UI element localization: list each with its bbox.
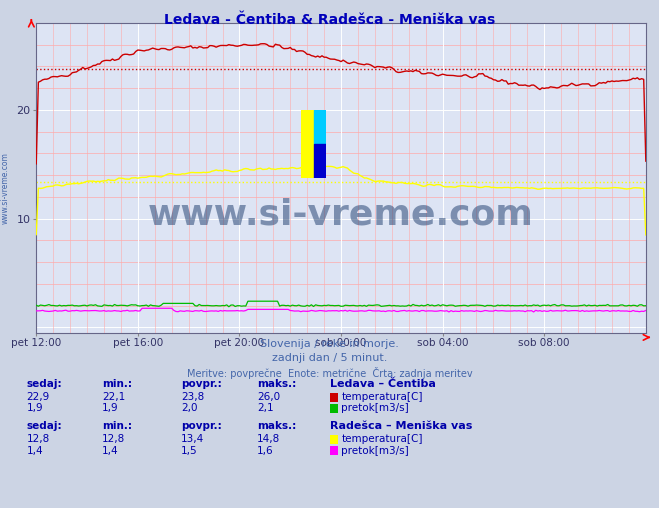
Text: zadnji dan / 5 minut.: zadnji dan / 5 minut. xyxy=(272,353,387,363)
Text: 12,8: 12,8 xyxy=(26,434,49,444)
Text: 1,4: 1,4 xyxy=(26,446,43,456)
Text: temperatura[C]: temperatura[C] xyxy=(341,434,423,444)
Text: 2,1: 2,1 xyxy=(257,403,273,414)
Text: povpr.:: povpr.: xyxy=(181,379,222,389)
Text: 14,8: 14,8 xyxy=(257,434,280,444)
Text: 1,9: 1,9 xyxy=(102,403,119,414)
Text: 1,9: 1,9 xyxy=(26,403,43,414)
Text: 26,0: 26,0 xyxy=(257,392,280,402)
Text: sedaj:: sedaj: xyxy=(26,421,62,431)
Text: 22,1: 22,1 xyxy=(102,392,125,402)
Text: temperatura[C]: temperatura[C] xyxy=(341,392,423,402)
Text: 23,8: 23,8 xyxy=(181,392,204,402)
Text: 13,4: 13,4 xyxy=(181,434,204,444)
Text: 1,6: 1,6 xyxy=(257,446,273,456)
Text: 1,4: 1,4 xyxy=(102,446,119,456)
Text: sedaj:: sedaj: xyxy=(26,379,62,389)
Bar xyxy=(301,110,314,178)
Text: Ledava - Čentiba & Radešca - Meniška vas: Ledava - Čentiba & Radešca - Meniška vas xyxy=(164,13,495,27)
Text: Meritve: povprečne  Enote: metrične  Črta: zadnja meritev: Meritve: povprečne Enote: metrične Črta:… xyxy=(186,367,473,379)
Text: min.:: min.: xyxy=(102,379,132,389)
Text: www.si-vreme.com: www.si-vreme.com xyxy=(148,198,534,232)
Text: pretok[m3/s]: pretok[m3/s] xyxy=(341,403,409,414)
Text: Ledava – Čentiba: Ledava – Čentiba xyxy=(330,379,436,389)
Text: 2,0: 2,0 xyxy=(181,403,198,414)
Text: pretok[m3/s]: pretok[m3/s] xyxy=(341,446,409,456)
Text: 12,8: 12,8 xyxy=(102,434,125,444)
Text: min.:: min.: xyxy=(102,421,132,431)
Text: maks.:: maks.: xyxy=(257,421,297,431)
Text: 22,9: 22,9 xyxy=(26,392,49,402)
Text: maks.:: maks.: xyxy=(257,379,297,389)
Text: www.si-vreme.com: www.si-vreme.com xyxy=(1,152,10,224)
Text: Radešca – Meniška vas: Radešca – Meniška vas xyxy=(330,421,472,431)
Text: povpr.:: povpr.: xyxy=(181,421,222,431)
Text: 1,5: 1,5 xyxy=(181,446,198,456)
Text: Slovenija / reke in morje.: Slovenija / reke in morje. xyxy=(260,339,399,350)
Bar xyxy=(314,144,326,178)
Bar xyxy=(314,110,326,144)
